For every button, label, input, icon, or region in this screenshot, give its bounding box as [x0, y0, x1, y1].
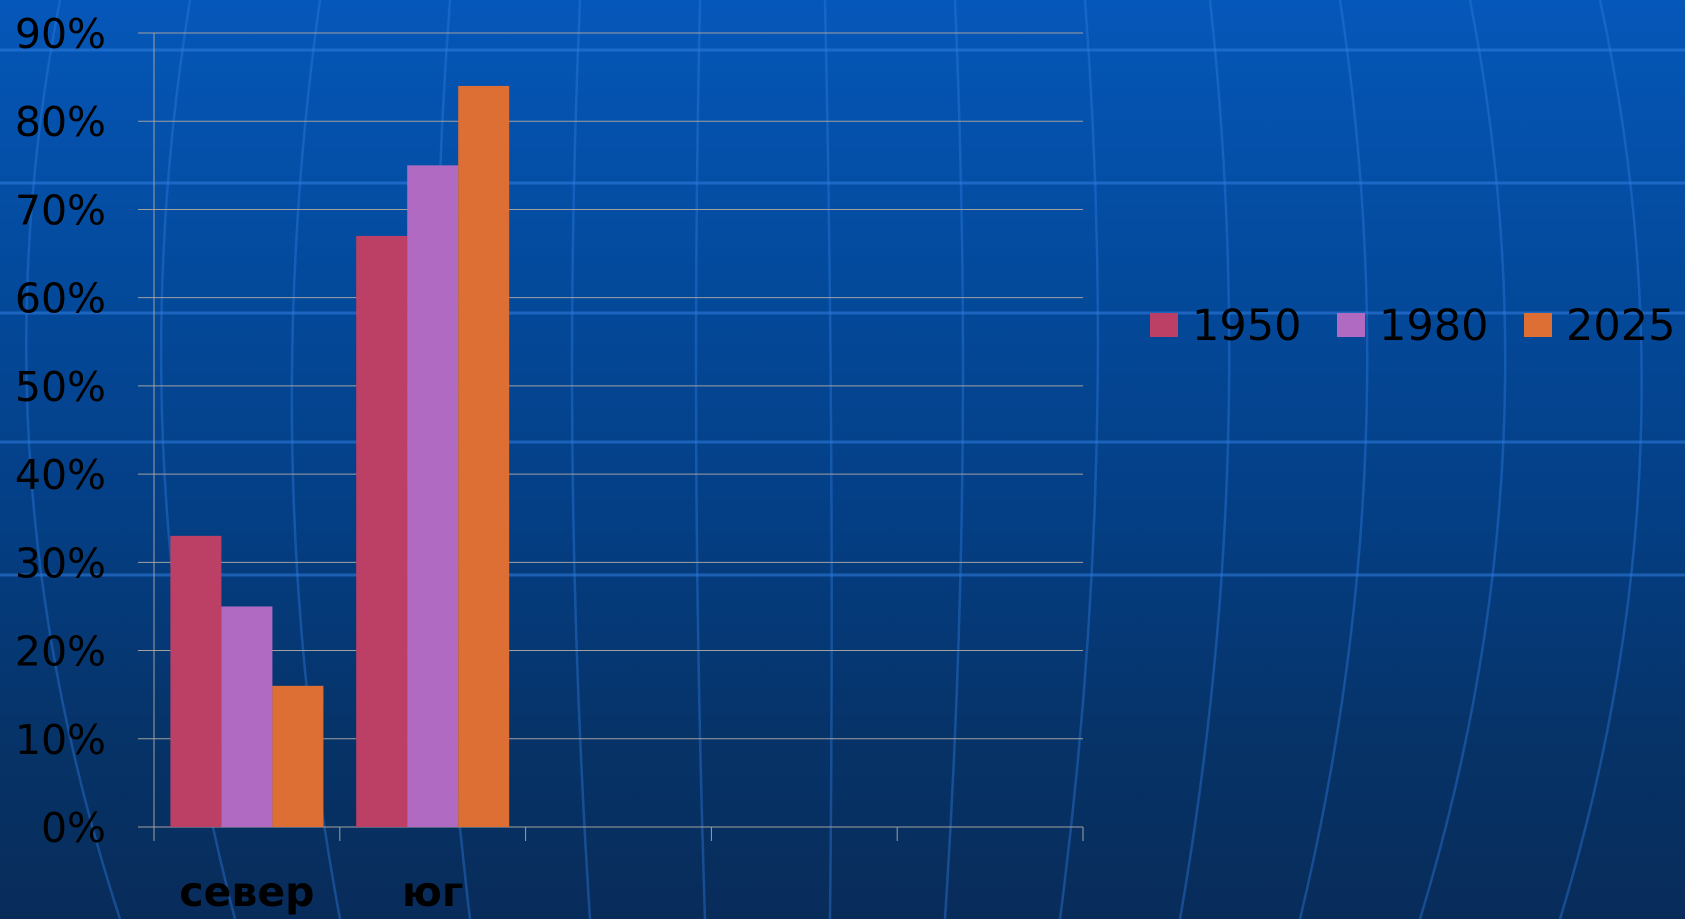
y-tick-label: 0% [41, 804, 106, 852]
y-tick-label: 20% [15, 628, 106, 676]
category-label: юг [402, 868, 463, 916]
bar-2025 [458, 85, 510, 827]
y-tick-label: 40% [15, 451, 106, 499]
bar-1950 [356, 235, 408, 827]
legend-swatch [1524, 313, 1552, 337]
category-label: север [179, 868, 314, 916]
y-tick-label: 60% [15, 275, 106, 323]
legend-label: 1980 [1379, 301, 1488, 351]
legend-label: 1950 [1192, 301, 1301, 351]
x-axis-category-labels: север юг [179, 868, 463, 916]
bar-1950 [170, 535, 222, 827]
bars [170, 85, 510, 828]
y-tick-label: 80% [15, 98, 106, 146]
legend: 1950 1980 2025 [1150, 301, 1675, 351]
bar-2025 [272, 685, 324, 827]
legend-label: 2025 [1566, 301, 1675, 351]
bar-1980 [407, 165, 459, 828]
legend-swatch [1150, 313, 1178, 337]
y-axis-tick-labels: 0% 10% 20% 30% 40% 50% 60% 70% 80% 90% [15, 10, 106, 852]
y-tick-label: 70% [15, 186, 106, 234]
y-tick-label: 30% [15, 539, 106, 587]
legend-swatch [1337, 313, 1365, 337]
y-tick-label: 50% [15, 363, 106, 411]
bar-1980 [221, 606, 273, 827]
y-tick-label: 10% [15, 716, 106, 764]
y-tick-label: 90% [15, 10, 106, 58]
